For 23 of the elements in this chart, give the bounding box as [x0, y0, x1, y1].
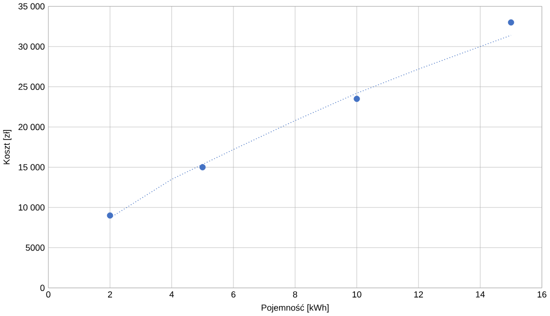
x-tick-label: 14 — [476, 291, 485, 298]
x-tick-label: 16 — [538, 291, 546, 298]
y-tick-label: 30 000 — [18, 44, 45, 50]
point — [199, 164, 206, 170]
x-tick-label: 12 — [414, 291, 423, 298]
y-tick-label: 5000 — [26, 244, 45, 251]
y-axis-title: Koszt [zł] — [3, 130, 12, 164]
y-tick-label: 25 000 — [18, 84, 45, 90]
x-tick-label: 8 — [293, 291, 298, 298]
y-tick-label: 0 — [40, 284, 45, 292]
point — [508, 19, 514, 26]
x-tick-label: 6 — [231, 291, 236, 298]
y-tick-label: 35 000 — [18, 3, 45, 10]
y-tick-label: 10 000 — [18, 204, 45, 211]
point — [106, 212, 114, 219]
x-tick-label: 4 — [169, 291, 174, 298]
point — [354, 96, 360, 102]
y-tick-label: 20 000 — [18, 124, 45, 130]
y-tick-label: 15 000 — [18, 164, 45, 170]
x-tick-label: 0 — [46, 291, 50, 298]
x-tick-label: 10 — [352, 291, 362, 298]
x-axis-title: Pojemność [kWh] — [262, 304, 329, 313]
x-tick-label: 2 — [108, 291, 112, 298]
